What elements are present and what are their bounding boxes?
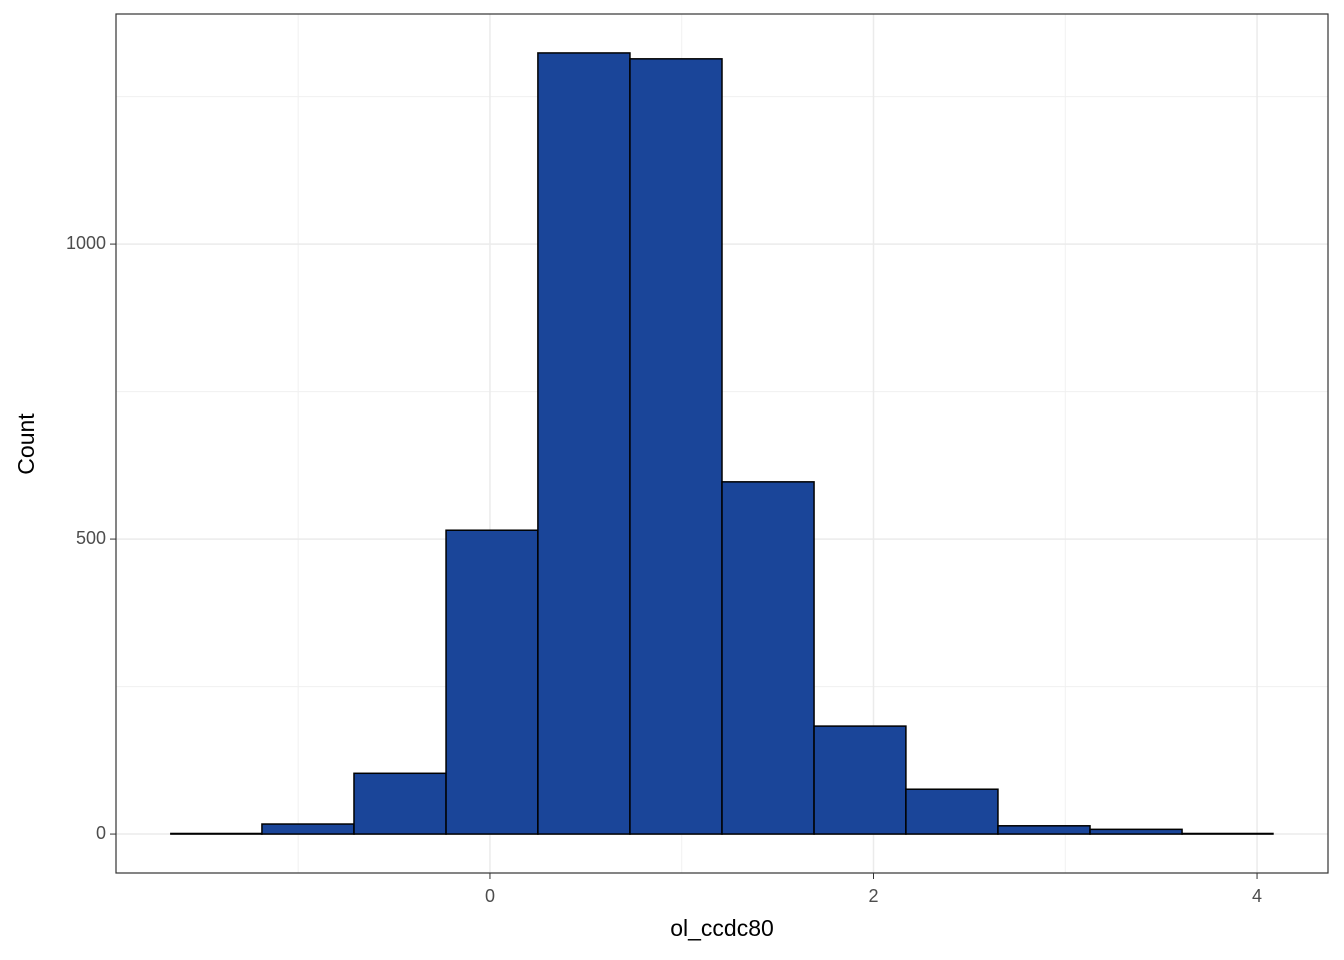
x-tick-label: 4 <box>1252 886 1262 906</box>
bar <box>261 823 355 835</box>
bar <box>1181 832 1274 835</box>
panel-border <box>115 13 1329 874</box>
x-axis-label: ol_ccdc80 <box>670 915 774 941</box>
bar <box>997 825 1091 835</box>
y-tick-label: 500 <box>76 528 106 548</box>
bar <box>537 52 631 835</box>
y-tick-label: 1000 <box>66 233 106 253</box>
y-tick-label: 0 <box>96 823 106 843</box>
y-axis-label: Count <box>13 413 39 475</box>
x-tick-label: 2 <box>868 886 878 906</box>
bar <box>905 788 999 835</box>
bar <box>629 58 723 835</box>
x-tick-label: 0 <box>485 886 495 906</box>
bar <box>170 832 263 835</box>
bar <box>813 725 907 835</box>
bar <box>721 481 815 835</box>
bar <box>445 529 539 835</box>
bar <box>1089 828 1183 835</box>
bar <box>353 772 447 835</box>
